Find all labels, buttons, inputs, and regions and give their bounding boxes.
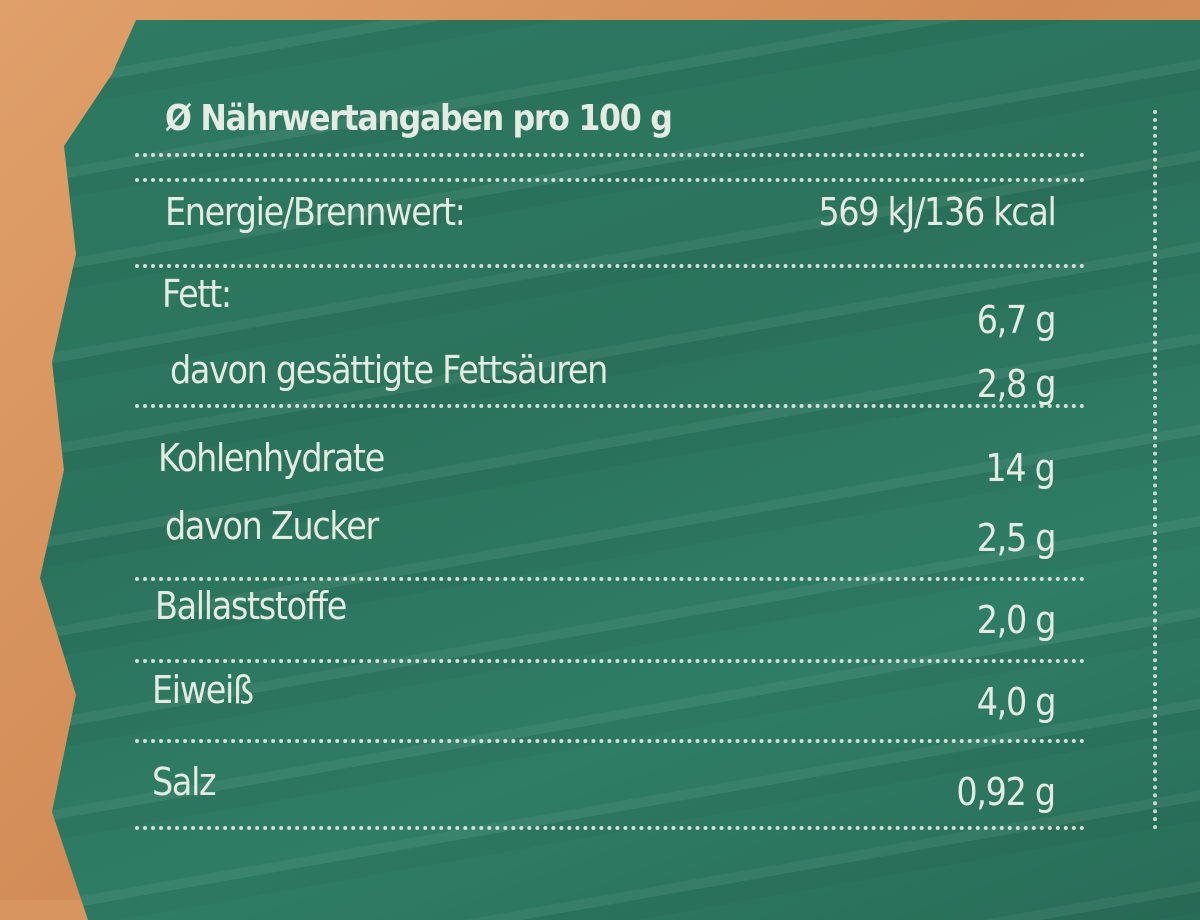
row-value-protein: 4,0 g (976, 680, 1057, 724)
vertical-divider (1153, 110, 1157, 830)
row-name-fat: Fett: (162, 272, 232, 316)
row-value-energy: 569 kJ/136 kcal (817, 190, 1056, 234)
row-value-fiber: 2,0 g (976, 598, 1057, 642)
divider (135, 739, 1085, 743)
divider (135, 264, 1085, 268)
green-label-panel (40, 20, 1200, 920)
nutrition-title: Ø Nährwertangaben pro 100 g (165, 98, 673, 139)
row-name-energy: Energie/Brennwert: (165, 190, 466, 234)
divider (135, 153, 1085, 157)
row-value-saturated-fat: 2,8 g (976, 362, 1057, 406)
row-value-fat: 6,7 g (976, 298, 1057, 342)
row-value-sugar: 2,5 g (976, 516, 1057, 560)
divider (135, 577, 1085, 581)
row-name-carbohydrates: Kohlenhydrate (158, 436, 385, 480)
row-name-fiber: Ballaststoffe (155, 584, 347, 628)
row-name-salt: Salz (152, 760, 217, 804)
divider (135, 659, 1085, 663)
row-value-carbohydrates: 14 g (985, 446, 1056, 490)
row-name-saturated-fat: davon gesättigte Fettsäuren (170, 348, 608, 392)
row-name-sugar: davon Zucker (165, 504, 379, 548)
divider (135, 404, 1085, 408)
row-value-salt: 0,92 g (956, 770, 1057, 814)
divider (135, 178, 1085, 182)
divider (135, 826, 1085, 830)
row-name-protein: Eiweiß (152, 668, 254, 712)
